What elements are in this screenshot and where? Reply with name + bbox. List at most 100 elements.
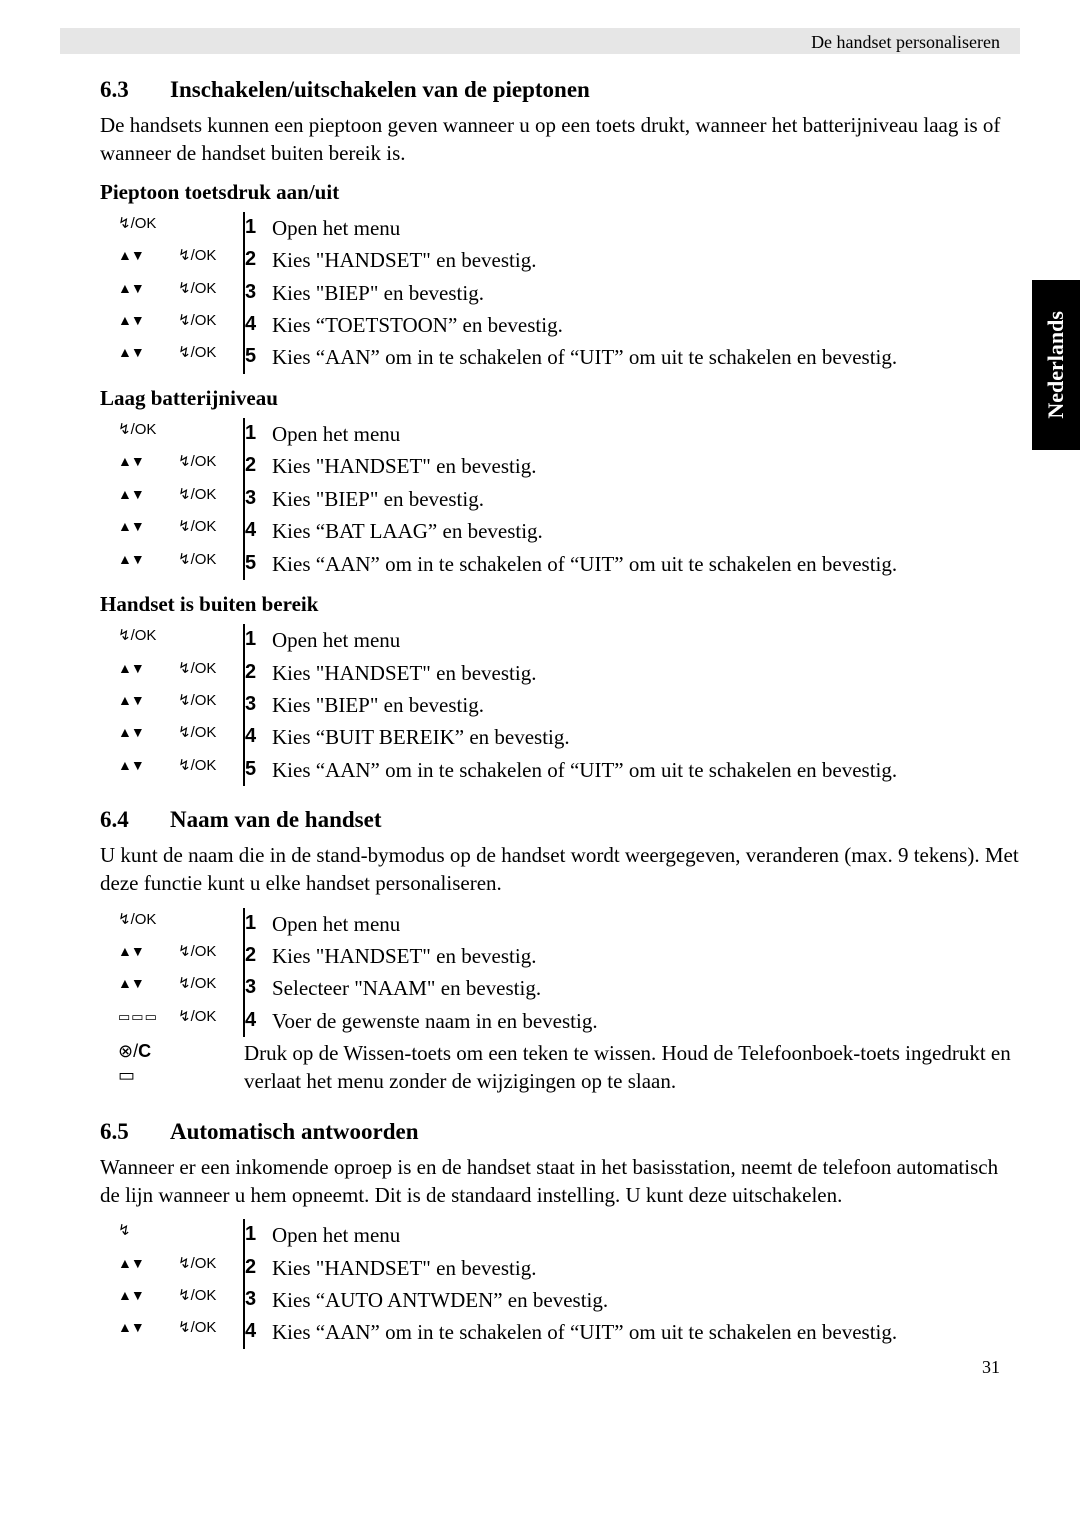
section-title: Naam van de handset: [170, 804, 382, 835]
step-text: Kies "HANDSET" en bevestig.: [272, 1252, 897, 1284]
clear-icon: ⊗/C: [118, 1041, 151, 1061]
ok-icon: ↯/OK: [118, 627, 156, 644]
nav-up-down-icon: ▲▼: [118, 1255, 144, 1271]
nav-up-down-icon: ▲▼: [118, 943, 144, 959]
ok-icon: ↯/OK: [178, 1255, 216, 1272]
step-row: ↯/OK1Open het menu: [118, 908, 1020, 940]
ok-icon: ↯/OK: [178, 1008, 216, 1025]
step-number: 4: [244, 1316, 272, 1348]
ok-icon: ↯/OK: [178, 344, 216, 361]
steps-table-autoanswer: ↯1Open het menu ▲▼ ↯/OK 2Kies "HANDSET" en …: [118, 1219, 897, 1348]
step-number: 4: [244, 515, 272, 547]
section-6-5-intro: Wanneer er een inkomende oproep is en de…: [100, 1153, 1020, 1210]
nav-up-down-icon: ▲▼: [118, 757, 144, 773]
section-number: 6.5: [100, 1116, 170, 1147]
step-text: Kies “AAN” om in te schakelen of “UIT” o…: [272, 754, 897, 786]
step-row: ▲▼↯/OK4Kies “BUIT BEREIK” en bevestig.: [118, 721, 897, 753]
header-chapter: De handset personaliseren: [811, 30, 1000, 54]
step-row: ▲▼↯/OK4Kies “TOETSTOON” en bevestig.: [118, 309, 897, 341]
step-text: Kies "BIEP" en bevestig.: [272, 277, 897, 309]
step-row: ▲▼↯/OK3Kies “AUTO ANTWDEN” en bevestig.: [118, 1284, 897, 1316]
step-number: 2: [244, 1252, 272, 1284]
step-number: 3: [244, 483, 272, 515]
step-row: ▲▼↯/OK5Kies “AAN” om in te schakelen of …: [118, 754, 897, 786]
step-note-row: ⊗/C▭Druk op de Wissen-toets om een teken…: [118, 1037, 1020, 1098]
section-heading-6-5: 6.5 Automatisch antwoorden: [100, 1116, 1020, 1147]
step-row: ▭▭▭↯/OK4Voer de gewenste naam in en beve…: [118, 1005, 1020, 1037]
step-number: 5: [244, 548, 272, 580]
nav-up-down-icon: ▲▼: [118, 280, 144, 296]
subsection-heading: Laag batterijniveau: [100, 384, 1020, 412]
step-text: Kies “TOETSTOON” en bevestig.: [272, 309, 897, 341]
step-text: Kies "BIEP" en bevestig.: [272, 689, 897, 721]
ok-icon: ↯/OK: [178, 280, 216, 297]
step-row: ▲▼↯/OK2Kies "HANDSET" en bevestig.: [118, 244, 897, 276]
nav-up-down-icon: ▲▼: [118, 551, 144, 567]
step-row: ▲▼↯/OK3Kies "BIEP" en bevestig.: [118, 689, 897, 721]
step-text: Kies "HANDSET" en bevestig.: [272, 940, 1020, 972]
section-heading-6-3: 6.3 Inschakelen/uitschakelen van de piep…: [100, 74, 1020, 105]
step-text: Open het menu: [272, 1219, 897, 1251]
step-row: ↯/OK 1Open het menu: [118, 624, 897, 656]
step-text: Kies “BUIT BEREIK” en bevestig.: [272, 721, 897, 753]
step-row: ▲▼↯/OK4Kies “BAT LAAG” en bevestig.: [118, 515, 897, 547]
step-text: Open het menu: [272, 908, 1020, 940]
step-text: Kies “AUTO ANTWDEN” en bevestig.: [272, 1284, 897, 1316]
ok-icon: ↯/OK: [178, 453, 216, 470]
step-text: Voer de gewenste naam in en bevestig.: [272, 1005, 1020, 1037]
ok-icon: ↯/OK: [178, 486, 216, 503]
page-content: 6.3 Inschakelen/uitschakelen van de piep…: [100, 74, 1020, 1349]
ok-icon: ↯/OK: [178, 247, 216, 264]
step-text: Open het menu: [272, 624, 897, 656]
step-note-text: Druk op de Wissen-toets om een teken te …: [244, 1037, 1020, 1098]
step-row: ↯1Open het menu: [118, 1219, 897, 1251]
step-row: ▲▼↯/OK3Selecteer "NAAM" en bevestig.: [118, 972, 1020, 1004]
step-text: Kies “BAT LAAG” en bevestig.: [272, 515, 897, 547]
steps-table-name: ↯/OK1Open het menu▲▼↯/OK2Kies "HANDSET" …: [118, 908, 1020, 1098]
ok-icon: ↯/OK: [118, 421, 156, 438]
step-number: 2: [244, 244, 272, 276]
language-tab-label: Nederlands: [1041, 311, 1071, 419]
step-text: Open het menu: [272, 212, 897, 244]
section-title: Inschakelen/uitschakelen van de pieptone…: [170, 74, 590, 105]
nav-up-down-icon: ▲▼: [118, 453, 144, 469]
step-number: 2: [244, 657, 272, 689]
step-number: 5: [244, 754, 272, 786]
ok-icon: ↯/OK: [178, 1319, 216, 1336]
nav-up-down-icon: ▲▼: [118, 247, 144, 263]
ok-icon: ↯/OK: [178, 518, 216, 535]
subsection-heading: Handset is buiten bereik: [100, 590, 1020, 618]
step-number: 1: [244, 212, 272, 244]
step-row: ▲▼↯/OK5Kies “AAN” om in te schakelen of …: [118, 548, 897, 580]
nav-up-down-icon: ▲▼: [118, 724, 144, 740]
page-number: 31: [982, 1355, 1000, 1379]
ok-icon: ↯/OK: [178, 551, 216, 568]
step-row: ↯/OK 1Open het menu: [118, 418, 897, 450]
nav-up-down-icon: ▲▼: [118, 975, 144, 991]
nav-up-down-icon: ▲▼: [118, 344, 144, 360]
section-6-4-intro: U kunt de naam die in de stand-bymodus o…: [100, 841, 1020, 898]
steps-table-outofrange: ↯/OK1Open het menu▲▼↯/OK2Kies "HANDSET" …: [118, 624, 897, 786]
steps-table-lowbatt: ↯/OK1Open het menu▲▼↯/OK2Kies "HANDSET" …: [118, 418, 897, 580]
section-title: Automatisch antwoorden: [170, 1116, 419, 1147]
nav-up-down-icon: ▲▼: [118, 312, 144, 328]
nav-up-down-icon: ▲▼: [118, 1319, 144, 1335]
step-text: Kies "BIEP" en bevestig.: [272, 483, 897, 515]
step-row: ▲▼↯/OK4Kies “AAN” om in te schakelen of …: [118, 1316, 897, 1348]
step-number: 4: [244, 1005, 272, 1037]
step-number: 4: [244, 309, 272, 341]
step-text: Open het menu: [272, 418, 897, 450]
ok-icon: ↯/OK: [178, 692, 216, 709]
step-number: 1: [244, 624, 272, 656]
menu-icon: ↯: [118, 1222, 131, 1239]
step-row: ▲▼↯/OK2Kies "HANDSET" en bevestig.: [118, 940, 1020, 972]
step-number: 3: [244, 277, 272, 309]
step-text: Kies "HANDSET" en bevestig.: [272, 450, 897, 482]
step-number: 3: [244, 689, 272, 721]
ok-icon: ↯/OK: [118, 215, 156, 232]
step-number: 1: [244, 418, 272, 450]
steps-table-keytone: ↯/OK1Open het menu▲▼↯/OK2Kies "HANDSET" …: [118, 212, 897, 374]
ok-icon: ↯/OK: [178, 660, 216, 677]
nav-up-down-icon: ▲▼: [118, 486, 144, 502]
step-row: ▲▼↯/OK5Kies “AAN” om in te schakelen of …: [118, 341, 897, 373]
